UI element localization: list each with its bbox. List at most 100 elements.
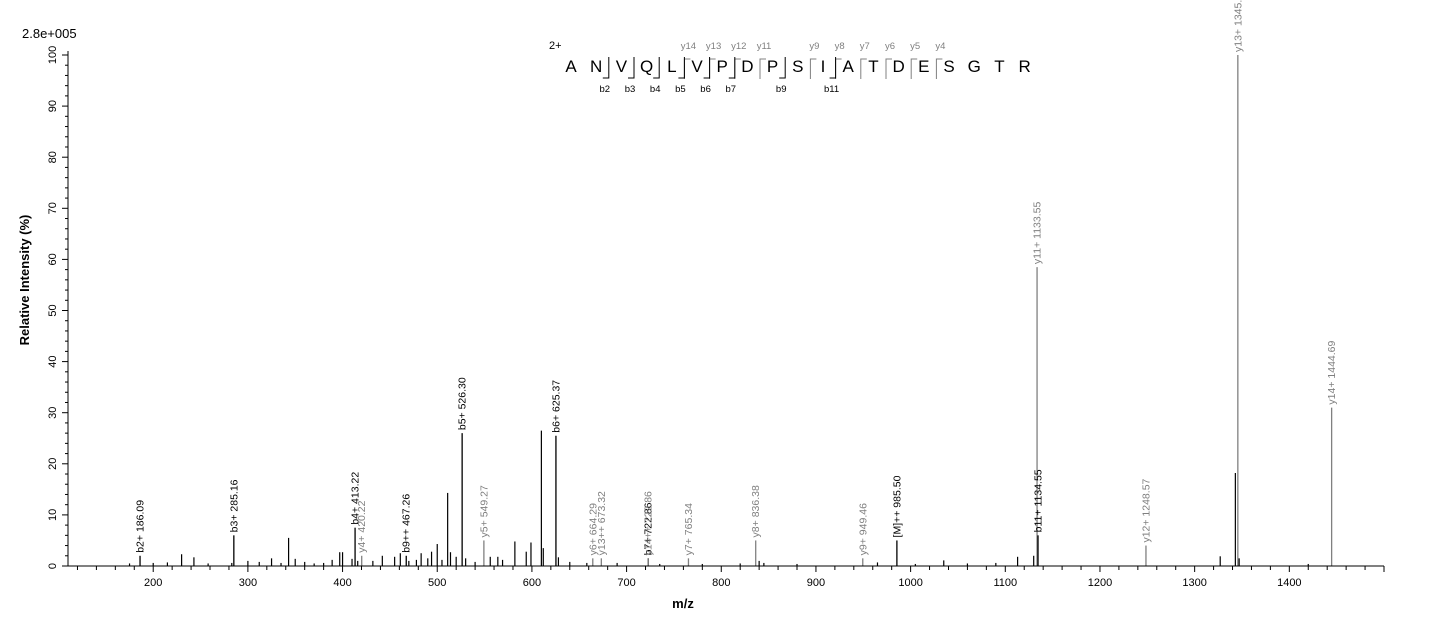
y-ion-label: y8 (835, 41, 845, 52)
sequence-residue: N (590, 57, 602, 76)
b-ion-label: b4 (650, 84, 661, 95)
x-tick-label: 1300 (1182, 577, 1206, 589)
y-ion-label: y6 (885, 41, 895, 52)
y-ion-marker (935, 58, 943, 79)
peak-label: b6+ 625.37 (550, 380, 562, 433)
y-tick-label: 10 (47, 509, 59, 521)
y-ion-label: y4 (935, 41, 945, 52)
x-tick-label: 900 (807, 577, 825, 589)
x-tick-label: 1200 (1088, 577, 1112, 589)
y-ion-marker (734, 58, 741, 79)
peak-label: y11+ 1133.55 (1032, 202, 1044, 265)
axes-group: 200 300 400 500 600 700 800 900 1000 1100 1200 1300… (47, 46, 1385, 589)
y-tick-label: 60 (47, 253, 59, 265)
sequence-residue: D (892, 57, 904, 76)
x-tick-label: 200 (144, 577, 162, 589)
b-ion-marker (728, 57, 736, 79)
sequence-residue: V (616, 57, 628, 76)
sequence-residue: P (767, 57, 778, 76)
peak-label: y14++ 722.86 (643, 491, 655, 555)
x-tick-label: 700 (617, 577, 635, 589)
y-ion-label: y5 (910, 41, 920, 52)
y-tick-label: 80 (47, 151, 59, 163)
peak-label: b11+ 1134.55 (1033, 469, 1045, 532)
x-tick-label: 400 (333, 577, 351, 589)
b-ion-marker (653, 57, 660, 79)
peak-label: y7+ 765.34 (683, 503, 695, 555)
y-ion-marker (910, 58, 918, 79)
y-tick-label: 20 (47, 458, 59, 470)
x-tick-label: 600 (523, 577, 541, 589)
sequence-residue: A (843, 57, 855, 76)
y-tick-label: 30 (47, 407, 59, 419)
peak-label: b5+ 526.30 (457, 377, 469, 430)
sequence-residue: A (565, 57, 577, 76)
x-tick-label: 300 (239, 577, 257, 589)
x-axis-title: m/z (672, 596, 694, 611)
y-ion-marker (860, 58, 867, 79)
sequence-residue: I (821, 57, 826, 76)
peak-label: y13+ 1345.62 (1232, 0, 1244, 52)
precursor-charge: 2+ (549, 40, 562, 52)
b-ion-marker (779, 57, 786, 79)
y-tick-label: 0 (47, 563, 59, 569)
sequence-residue: D (741, 57, 753, 76)
peak-label: b3+ 285.16 (228, 479, 240, 532)
y-ion-marker (709, 58, 716, 79)
b-ion-label: b11 (824, 84, 839, 95)
peak-label: y6+ 664.29 (587, 503, 599, 555)
peak-label: y14+ 1444.69 (1326, 340, 1338, 404)
sequence-residue: S (792, 57, 803, 76)
x-tick-label: 800 (712, 577, 730, 589)
peak-label: b2+ 186.09 (135, 500, 147, 553)
sequence-residue: V (691, 57, 703, 76)
y-tick-label: 40 (47, 355, 59, 367)
b-ion-label: b6 (700, 84, 711, 95)
sequence-residue: S (943, 57, 954, 76)
b-ion-label: b2 (600, 84, 611, 95)
peak-label: b4+ 413.22 (350, 472, 362, 525)
sequence-residue: T (868, 57, 878, 76)
y-ion-label: y14 (681, 41, 696, 52)
sequence-residue: E (918, 57, 929, 76)
peak-label: b7+ 722.86 (643, 502, 655, 555)
peak-label: y8+ 836.38 (750, 485, 762, 537)
b-ion-label: b5 (675, 84, 686, 95)
sequence-residue: L (667, 57, 676, 76)
b-ion-label: b7 (726, 84, 737, 95)
peak-label: [M]++ 985.50 (891, 475, 903, 537)
y-axis-title: Relative Intensity (%) (17, 215, 32, 346)
peak-label: y5+ 549.27 (478, 485, 490, 537)
sequence-residue: R (1018, 57, 1030, 76)
sequence-residue: Q (640, 57, 653, 76)
peak-label: b9++ 467.26 (401, 494, 413, 553)
y-tick-label: 100 (47, 46, 59, 64)
x-tick-label: 1400 (1277, 577, 1301, 589)
y-ion-marker (759, 58, 766, 79)
b-ion-marker (703, 57, 711, 79)
peak-label: y13++ 673.32 (596, 491, 608, 555)
x-tick-label: 1000 (898, 577, 922, 589)
y-ion-label: y12 (731, 41, 746, 52)
x-tick-label: 500 (428, 577, 446, 589)
y-ion-marker (885, 58, 892, 79)
y-tick-label: 50 (47, 304, 59, 316)
peak-label: y12+ 1248.57 (1140, 478, 1152, 542)
y-ion-label: y11 (757, 41, 772, 52)
intensity-scale-label: 2.8e+005 (22, 26, 77, 41)
sequence-residue: G (968, 57, 981, 76)
y-ion-marker (809, 58, 817, 79)
b-ion-label: b9 (776, 84, 787, 95)
minor-peaks-group (128, 430, 1309, 566)
y-tick-label: 90 (47, 100, 59, 112)
y-tick-label: 70 (47, 202, 59, 214)
b-ion-label: b3 (625, 84, 636, 95)
b-ion-marker (628, 57, 635, 79)
b-ion-marker (602, 57, 610, 79)
b-ion-marker (829, 57, 837, 79)
y-ion-label: y9 (809, 41, 819, 52)
b-ion-marker (678, 57, 685, 79)
y-ion-label: y7 (860, 41, 870, 52)
